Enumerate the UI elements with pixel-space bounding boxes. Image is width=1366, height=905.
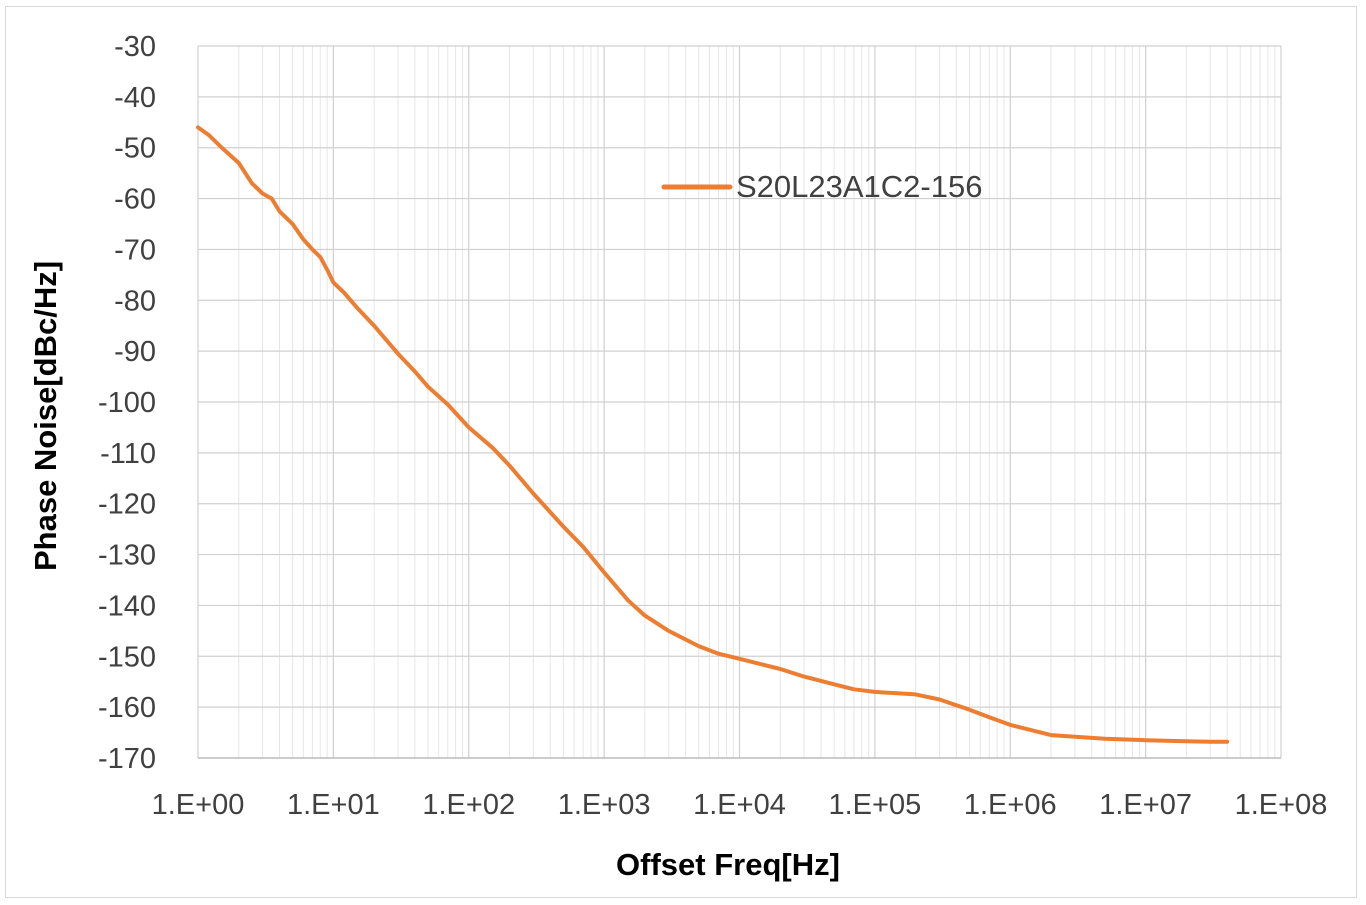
y-tick-label: -140 (98, 590, 156, 622)
x-tick-label: 1.E+07 (1099, 789, 1192, 821)
y-axis-title: Phase Noise[dBc/Hz] (28, 261, 63, 571)
y-tick-label: -40 (114, 82, 156, 114)
x-tick-label: 1.E+02 (422, 789, 515, 821)
y-tick-label: -70 (114, 234, 156, 266)
y-tick-label: -60 (114, 184, 156, 216)
y-tick-label: -50 (114, 133, 156, 165)
legend: S20L23A1C2-156 (661, 169, 982, 204)
x-axis-tick-labels: 1.E+00 1.E+01 1.E+02 1.E+03 1.E+04 1.E+05 1.E+… (152, 789, 1328, 821)
legend-label: S20L23A1C2-156 (736, 169, 982, 204)
x-tick-label: 1.E+00 (152, 789, 245, 821)
y-tick-label: -110 (100, 438, 156, 470)
x-tick-label: 1.E+05 (829, 789, 922, 821)
major-gridlines (197, 45, 1282, 759)
y-tick-label: -170 (98, 743, 156, 775)
y-tick-label: -150 (98, 641, 156, 673)
y-tick-label: -80 (114, 285, 156, 317)
x-tick-label: 1.E+03 (558, 789, 651, 821)
x-tick-label: 1.E+08 (1235, 789, 1328, 821)
x-tick-label: 1.E+04 (693, 789, 786, 821)
y-tick-label: -90 (114, 336, 156, 368)
y-tick-label: -160 (98, 692, 156, 724)
y-axis-tick-labels: -30 -40 -50 -60 -70 -80 -90 -100 -110 -120 -130 -14… (98, 31, 156, 775)
x-tick-label: 1.E+06 (964, 789, 1057, 821)
y-tick-label: -30 (114, 31, 156, 63)
x-tick-label: 1.E+01 (287, 789, 380, 821)
series-line-s20l23a1c2-156 (196, 125, 1230, 744)
y-tick-label: -120 (98, 489, 156, 521)
x-axis-title: Offset Freq[Hz] (616, 847, 840, 882)
y-tick-label: -130 (98, 540, 156, 572)
y-tick-label: -100 (98, 387, 156, 419)
